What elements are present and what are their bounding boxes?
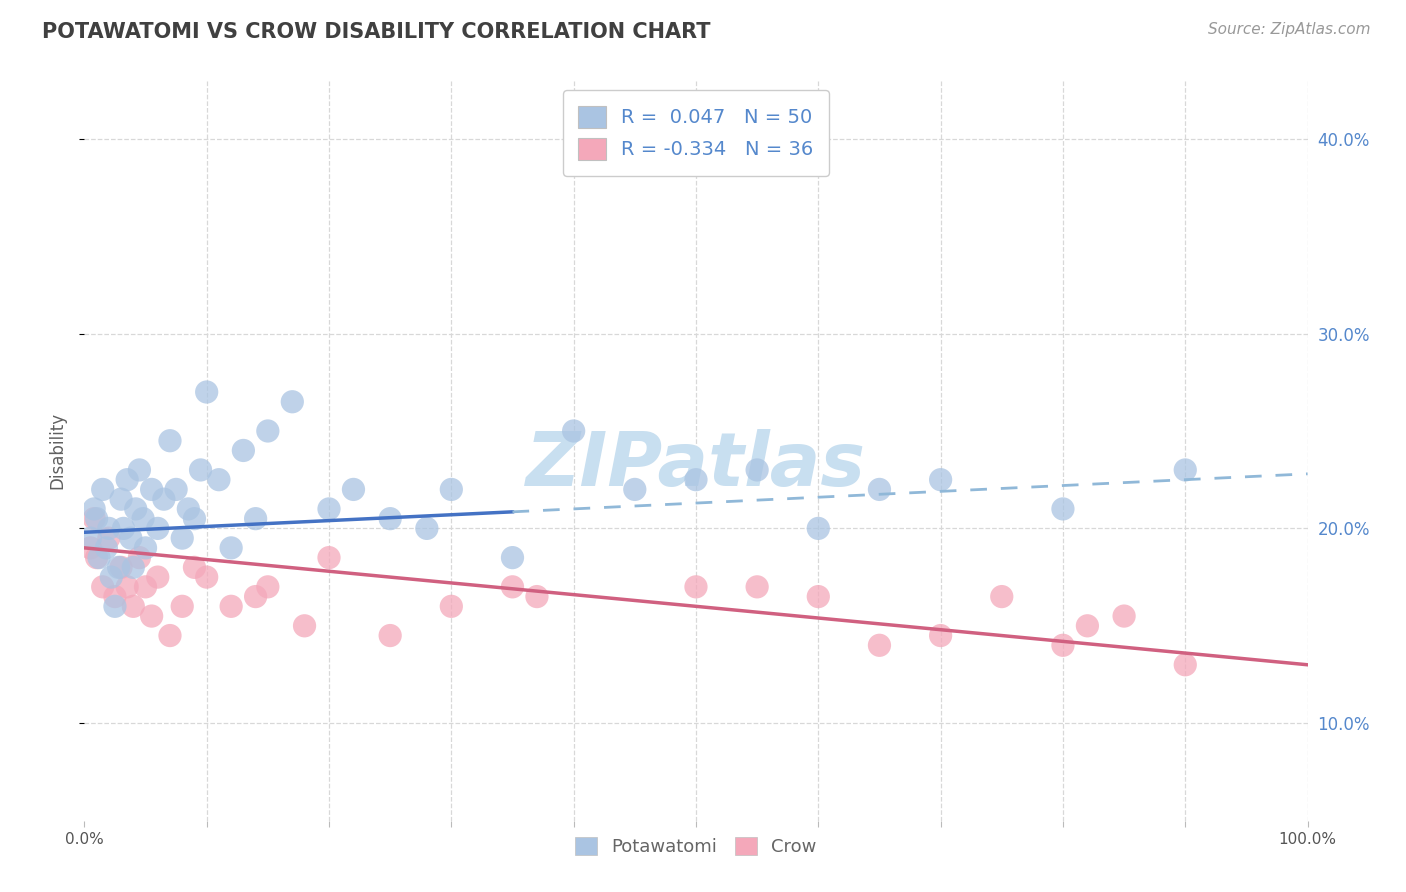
Point [208,473,231,487]
Point [1076,619,1098,633]
Point [502,550,524,565]
Point [107,560,129,574]
Point [245,511,267,525]
Point [159,628,181,642]
Point [110,492,132,507]
Point [141,609,163,624]
Point [281,394,304,409]
Point [747,463,769,477]
Point [115,580,138,594]
Point [97,521,120,535]
Point [195,384,218,399]
Point [128,463,150,477]
Point [294,619,316,633]
Point [146,570,169,584]
Point [440,483,463,497]
Legend: Potawatomi, Crow: Potawatomi, Crow [568,830,824,863]
Point [135,541,157,555]
Point [440,599,463,614]
Point [869,638,891,652]
Text: Source: ZipAtlas.com: Source: ZipAtlas.com [1208,22,1371,37]
Text: ZIPatlas: ZIPatlas [526,429,866,502]
Point [318,550,340,565]
Point [104,590,127,604]
Point [110,560,132,574]
Point [91,580,114,594]
Point [79,531,101,545]
Point [153,492,176,507]
Point [1052,638,1074,652]
Text: POTAWATOMI VS CROW DISABILITY CORRELATION CHART: POTAWATOMI VS CROW DISABILITY CORRELATIO… [42,22,710,42]
Point [141,483,163,497]
Point [86,511,108,525]
Point [685,473,707,487]
Point [562,424,585,438]
Point [120,531,142,545]
Point [1052,502,1074,516]
Point [79,541,101,555]
Point [1114,609,1136,624]
Point [190,463,212,477]
Point [526,590,548,604]
Point [685,580,707,594]
Point [245,590,267,604]
Point [219,599,242,614]
Point [1174,657,1197,672]
Point [87,550,110,565]
Point [183,511,205,525]
Point [96,541,118,555]
Point [232,443,254,458]
Point [128,550,150,565]
Point [125,502,148,516]
Point [807,590,830,604]
Point [380,511,402,525]
Point [177,502,200,516]
Point [104,599,127,614]
Point [929,628,952,642]
Point [929,473,952,487]
Point [159,434,181,448]
Point [172,531,194,545]
Point [624,483,647,497]
Point [747,580,769,594]
Point [122,599,145,614]
Point [195,570,218,584]
Point [869,483,891,497]
Point [257,424,280,438]
Point [416,521,439,535]
Point [97,531,120,545]
Point [112,521,135,535]
Point [183,560,205,574]
Point [807,521,830,535]
Point [86,550,108,565]
Point [83,502,105,516]
Point [342,483,364,497]
Point [122,560,145,574]
Point [115,473,138,487]
Point [991,590,1014,604]
Point [257,580,280,594]
Point [318,502,340,516]
Point [132,511,155,525]
Point [380,628,402,642]
Point [91,483,114,497]
Point [219,541,242,555]
Point [172,599,194,614]
Point [135,580,157,594]
Y-axis label: Disability: Disability [48,412,66,489]
Point [1174,463,1197,477]
Point [146,521,169,535]
Point [100,570,122,584]
Point [83,511,105,525]
Point [502,580,524,594]
Point [165,483,187,497]
